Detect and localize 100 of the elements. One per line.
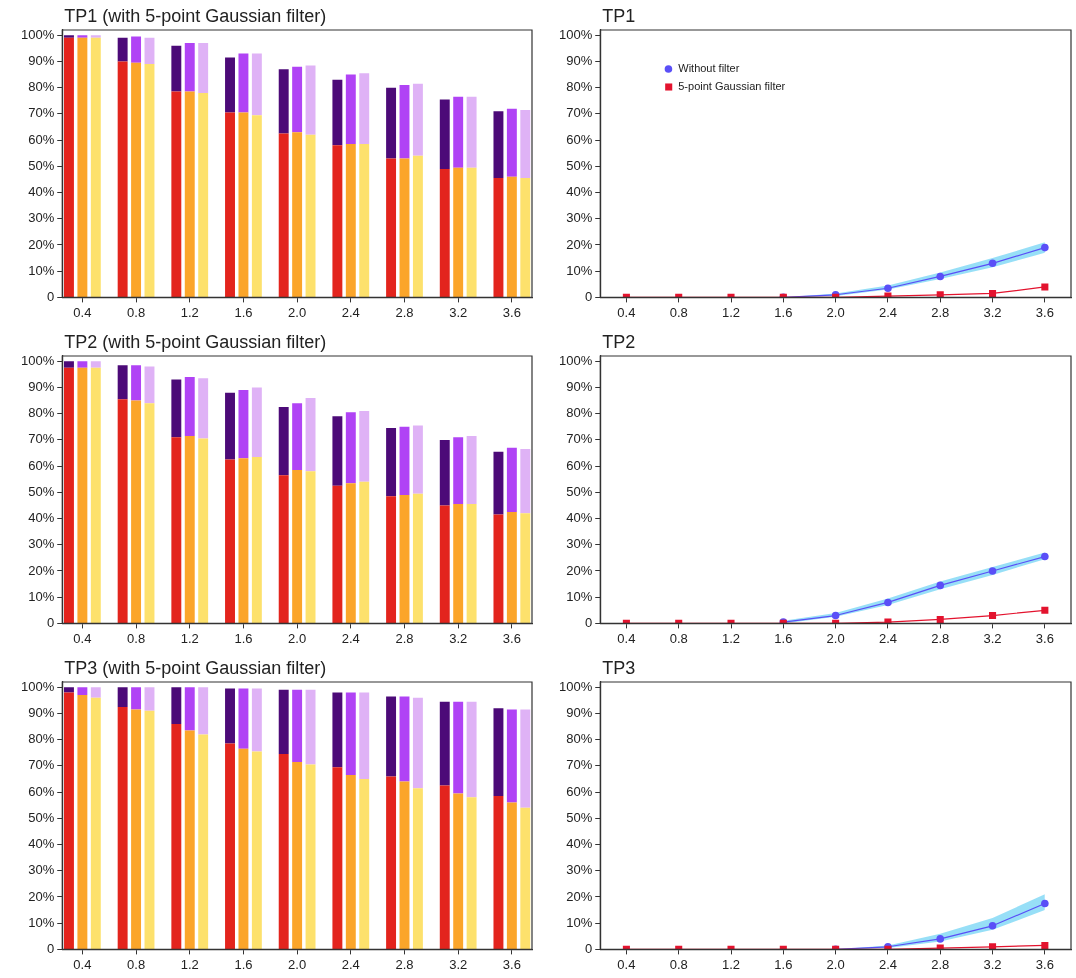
x-tick-label: 0.4 — [73, 956, 92, 972]
x-tick-label: 1.2 — [721, 630, 741, 646]
bar — [439, 168, 450, 297]
bar — [117, 706, 128, 949]
bar — [466, 435, 477, 505]
y-tick-label: 60% — [28, 131, 55, 147]
x-tick-label: 2.8 — [931, 630, 950, 646]
y-tick-label: 50% — [28, 483, 55, 499]
y-tick-label: 30% — [566, 536, 593, 552]
bar — [332, 145, 343, 297]
bar — [184, 43, 195, 92]
bar — [506, 176, 517, 297]
bar — [332, 767, 343, 949]
bar — [520, 513, 531, 623]
bar — [238, 53, 249, 113]
y-tick-label: 70% — [28, 105, 55, 121]
x-tick-label: 2.4 — [878, 956, 897, 972]
bar — [77, 37, 88, 297]
bar — [63, 37, 74, 297]
x-tick-label: 0.8 — [127, 304, 146, 320]
chart-title: TP2 (with 5-point Gaussian filter) — [64, 332, 327, 352]
bar — [412, 788, 423, 949]
bar — [345, 775, 356, 949]
x-tick-label: 0.4 — [617, 630, 636, 646]
bar — [292, 403, 303, 471]
bar — [305, 689, 316, 765]
x-tick-label: 0.8 — [669, 630, 688, 646]
bar — [292, 761, 303, 949]
bar — [90, 367, 101, 623]
y-tick-label: 50% — [28, 809, 55, 825]
bar — [386, 87, 397, 159]
x-tick-label: 0.8 — [127, 956, 146, 972]
y-tick-label: 40% — [28, 184, 55, 200]
bar — [184, 376, 195, 436]
bar — [278, 689, 289, 755]
x-tick-label: 1.2 — [721, 304, 741, 320]
x-tick-label: 2.8 — [395, 956, 414, 972]
y-tick-label: 60% — [566, 457, 593, 473]
bar — [251, 751, 262, 949]
bar — [493, 178, 504, 297]
legend-label: Without filter — [678, 62, 740, 75]
x-tick-label: 0.8 — [669, 956, 688, 972]
bar — [332, 485, 343, 623]
x-tick-label: 1.6 — [234, 956, 253, 972]
bar — [198, 43, 209, 93]
y-tick-label: 40% — [566, 510, 593, 526]
x-tick-label: 3.6 — [502, 304, 521, 320]
bar — [520, 449, 531, 514]
bar — [117, 37, 128, 62]
bar — [90, 361, 101, 368]
x-tick-label: 2.0 — [826, 956, 845, 972]
bar — [63, 367, 74, 623]
x-tick-label: 1.2 — [180, 304, 199, 320]
bar — [453, 96, 464, 168]
y-tick-label: 10% — [566, 262, 593, 278]
bar — [198, 734, 209, 949]
bar — [198, 687, 209, 735]
bar — [90, 35, 101, 38]
bar — [131, 62, 142, 297]
y-tick-label: 50% — [28, 157, 55, 173]
x-tick-label: 2.8 — [395, 630, 414, 646]
x-tick-label: 0.4 — [73, 630, 92, 646]
x-tick-label: 1.2 — [721, 956, 741, 972]
y-tick-label: 70% — [566, 431, 593, 447]
x-tick-label: 3.6 — [1035, 630, 1054, 646]
bar — [399, 781, 410, 949]
x-tick-label: 1.2 — [180, 956, 199, 972]
y-tick-label: 50% — [566, 157, 593, 173]
x-tick-label: 3.2 — [449, 630, 468, 646]
bar — [520, 807, 531, 949]
y-tick-label: 40% — [28, 510, 55, 526]
bar — [225, 459, 235, 623]
y-tick-label: 90% — [566, 379, 593, 395]
bar — [412, 155, 423, 297]
bar — [466, 701, 477, 798]
bar — [359, 481, 370, 623]
bar — [77, 687, 88, 696]
x-tick-label: 2.0 — [288, 956, 307, 972]
bar — [292, 132, 303, 297]
y-tick-label: 0 — [585, 940, 593, 956]
bar — [386, 428, 397, 497]
y-tick-label: 80% — [566, 405, 593, 421]
bar — [144, 37, 155, 65]
x-tick-label: 0.4 — [617, 304, 636, 320]
x-tick-label: 3.6 — [502, 630, 521, 646]
y-tick-label: 30% — [566, 862, 593, 878]
bar — [345, 74, 356, 145]
bar — [466, 167, 477, 297]
y-tick-label: 100% — [559, 26, 593, 42]
bar — [251, 115, 262, 297]
bar — [332, 692, 343, 768]
bar — [117, 687, 128, 707]
x-tick-label: 2.0 — [288, 304, 307, 320]
y-tick-label: 100% — [21, 678, 55, 694]
bar — [90, 697, 101, 949]
bar — [345, 412, 356, 484]
x-tick-label: 0.8 — [669, 304, 688, 320]
bar — [77, 367, 88, 623]
x-tick-label: 1.6 — [234, 630, 253, 646]
bar — [131, 687, 142, 710]
